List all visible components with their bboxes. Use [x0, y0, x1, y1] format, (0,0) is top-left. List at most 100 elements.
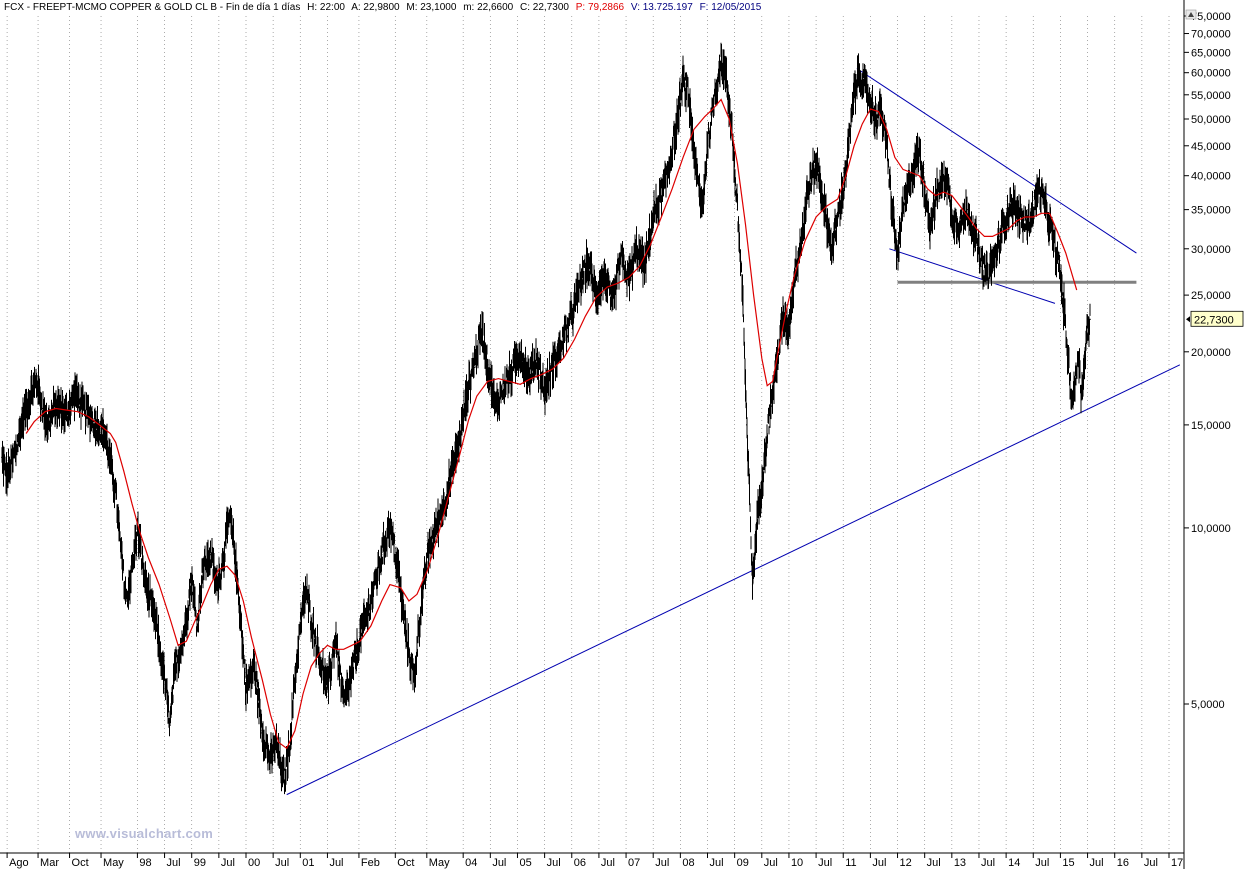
- trendline-resistance: [856, 68, 1137, 254]
- x-tick-label: Jul: [981, 857, 995, 869]
- price-point: [1054, 248, 1056, 250]
- y-tick-label: 70,0000: [1191, 29, 1231, 41]
- price-point: [1, 456, 3, 458]
- chart-header: FCX - FREEPT-MCMO COPPER & GOLD CL B - F…: [0, 0, 1180, 16]
- x-tick-label: 07: [628, 857, 640, 869]
- price-point: [519, 351, 521, 353]
- scroll-up-icon[interactable]: [1185, 9, 1197, 20]
- y-tick-label: 30,0000: [1191, 244, 1231, 256]
- price-point: [1075, 377, 1077, 380]
- price-point: [579, 284, 581, 286]
- price-point: [788, 326, 790, 329]
- price-point: [611, 304, 614, 307]
- high-readout: M: 23,1000: [406, 2, 457, 13]
- price-point: [1032, 209, 1034, 211]
- price-point: [1059, 274, 1062, 277]
- x-tick-label: 98: [139, 857, 151, 869]
- price-point: [215, 583, 217, 586]
- price-point: [815, 162, 817, 164]
- x-tick-label: May: [429, 857, 450, 869]
- price-point: [636, 248, 638, 250]
- price-point: [880, 108, 882, 110]
- price-point: [858, 72, 861, 74]
- indicator-readout: P: 79,2866: [575, 2, 625, 13]
- price-point: [867, 94, 869, 96]
- price-point: [174, 665, 177, 667]
- price-point: [1077, 351, 1079, 353]
- price-point: [245, 688, 247, 690]
- trendline-support: [286, 364, 1181, 796]
- y-tick-label: 15,0000: [1191, 420, 1231, 432]
- price-point: [305, 590, 307, 592]
- moving-average-series: [25, 98, 1078, 750]
- x-tick-label: Jul: [1035, 857, 1049, 869]
- x-tick-label: 11: [845, 857, 856, 869]
- price-point: [782, 315, 785, 317]
- price-point: [937, 188, 939, 190]
- price-point: [427, 554, 429, 556]
- price-point: [1071, 400, 1073, 402]
- price-point: [620, 256, 622, 259]
- x-tick-label: 08: [682, 857, 694, 869]
- symbol-title: FCX - FREEPT-MCMO COPPER & GOLD CL B - F…: [4, 2, 301, 13]
- trendlines: [286, 68, 1181, 796]
- y-tick-label: 40,0000: [1191, 171, 1231, 183]
- price-point: [842, 188, 844, 190]
- price-point: [1043, 201, 1045, 204]
- x-tick-label: Jul: [329, 857, 343, 869]
- price-point: [896, 256, 899, 259]
- price-tag-label: 22,7300: [1194, 314, 1234, 326]
- price-point: [535, 357, 538, 359]
- price-point: [435, 527, 437, 529]
- price-point: [587, 261, 589, 263]
- price-point: [706, 145, 709, 147]
- price-point: [288, 747, 291, 749]
- y-tick-label: 20,0000: [1191, 347, 1231, 359]
- price-point: [36, 379, 38, 381]
- price-point: [820, 188, 823, 190]
- price-point: [1064, 315, 1066, 317]
- price-point: [196, 625, 198, 627]
- x-tick-label: 10: [791, 857, 803, 869]
- x-tick-label: 05: [519, 857, 531, 869]
- price-point: [283, 779, 285, 782]
- price-point: [1089, 318, 1091, 320]
- price-point: [370, 600, 372, 602]
- price-point: [945, 175, 947, 177]
- open-readout: A: 22,9800: [351, 2, 400, 13]
- price-point: [451, 470, 453, 472]
- y-tick-label: 45,0000: [1191, 141, 1231, 153]
- price-point: [595, 294, 597, 296]
- price-point: [749, 503, 751, 505]
- price-point: [853, 94, 855, 96]
- price-point: [481, 326, 483, 329]
- hour-readout: H: 22:00: [307, 2, 345, 13]
- x-tick-label: 15: [1062, 857, 1074, 869]
- price-point: [511, 371, 513, 373]
- y-tick-label: 5,0000: [1191, 699, 1225, 711]
- y-tick-label: 10,0000: [1191, 523, 1231, 535]
- price-point: [761, 480, 763, 483]
- price-point: [875, 118, 877, 120]
- x-tick-label: Jul: [1090, 857, 1104, 869]
- price-point: [527, 377, 529, 380]
- price-point: [886, 145, 888, 147]
- price-point: [495, 407, 497, 410]
- price-point: [1080, 392, 1082, 394]
- y-tick-label: 75,0000: [1191, 11, 1231, 23]
- x-tick-label: May: [103, 857, 124, 869]
- price-point: [47, 424, 49, 426]
- price-point: [41, 407, 43, 410]
- price-point: [74, 392, 76, 394]
- price-series: [1, 42, 1091, 795]
- price-point: [837, 216, 839, 218]
- low-readout: m: 22,6600: [463, 2, 514, 13]
- y-tick-label: 65,0000: [1191, 47, 1231, 59]
- x-tick-label: 99: [194, 857, 206, 869]
- price-point: [677, 118, 679, 120]
- x-tick-label: 13: [954, 857, 966, 869]
- price-point: [419, 617, 421, 620]
- price-point: [405, 636, 407, 638]
- price-point: [745, 424, 748, 426]
